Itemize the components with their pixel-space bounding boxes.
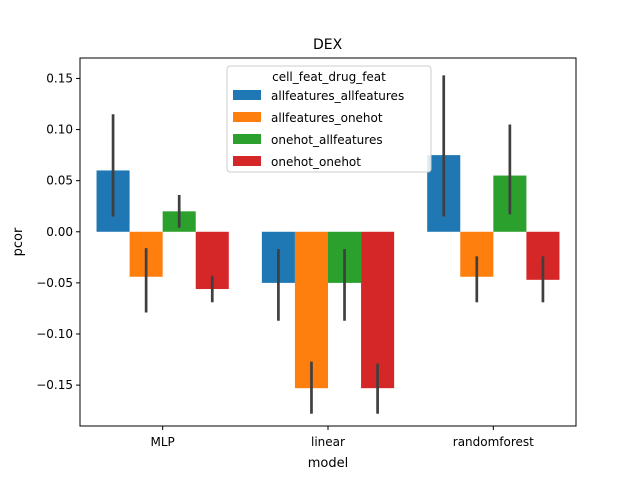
y-tick-label: 0.10 [46,123,73,137]
legend-swatch-onehot_onehot [233,156,261,166]
legend-title: cell_feat_drug_feat [272,70,386,84]
y-axis: −0.15 −0.10 −0.05 0.00 0.05 0.10 0.15 [36,71,80,392]
y-tick-label: −0.15 [36,378,73,392]
legend-label-allfeatures_onehot: allfeatures_onehot [271,111,383,125]
x-tick-label: randomforest [453,435,534,449]
legend-box [226,65,432,173]
legend-swatch-allfeatures_allfeatures [233,90,261,100]
x-tick-label: MLP [151,435,175,449]
x-axis: MLP linear randomforest [151,426,534,449]
x-axis-label: model [308,456,348,471]
y-tick-label: −0.05 [36,276,73,290]
legend-swatch-allfeatures_onehot [233,112,261,122]
error-bars-layer [111,75,545,414]
legend-label-onehot_onehot: onehot_onehot [271,155,361,169]
bars-layer [96,155,560,389]
legend: cell_feat_drug_feat allfeatures_allfeatu… [226,65,432,173]
chart-title: DEX [313,37,343,53]
x-tick-label: linear [311,435,345,449]
bar-onehot_onehot-linear [361,231,395,389]
legend-label-onehot_allfeatures: onehot_allfeatures [271,133,383,147]
y-tick-label: 0.15 [46,71,73,85]
legend-label-allfeatures_allfeatures: allfeatures_allfeatures [271,89,404,103]
y-tick-label: −0.10 [36,327,73,341]
legend-swatch-onehot_allfeatures [233,134,261,144]
y-axis-label: pcor [11,227,26,256]
y-tick-label: 0.00 [46,225,73,239]
y-tick-label: 0.05 [46,174,73,188]
